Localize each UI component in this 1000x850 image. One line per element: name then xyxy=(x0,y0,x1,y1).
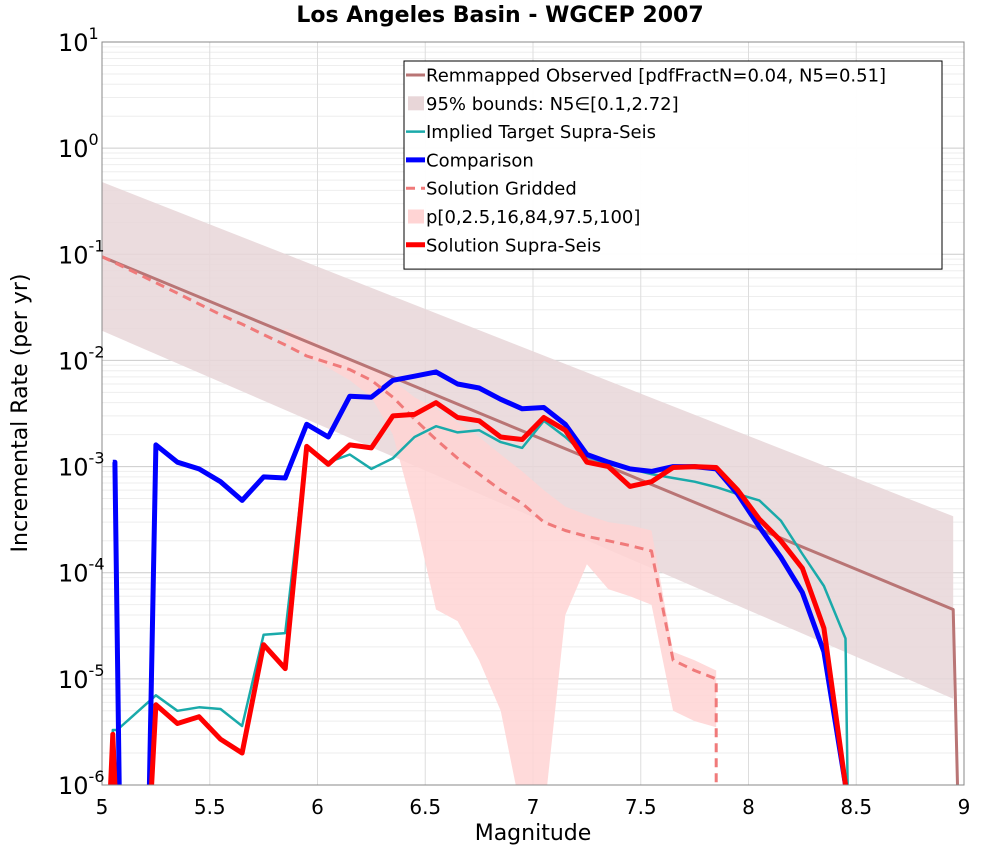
x-tick-label: 5.5 xyxy=(194,795,226,819)
legend-box xyxy=(403,60,943,270)
series-4-line-0 xyxy=(108,731,118,785)
y-tick-label: 100 xyxy=(58,130,99,163)
x-tick-label: 7 xyxy=(527,795,540,819)
legend-swatch xyxy=(408,209,424,224)
y-tick-exponent: -6 xyxy=(89,767,105,786)
band-1 xyxy=(285,328,717,785)
y-tick-exponent: -4 xyxy=(89,555,105,574)
x-tick-label: 7.5 xyxy=(625,795,657,819)
y-tick-label: 101 xyxy=(58,24,99,57)
y-tick-exponent: 1 xyxy=(89,24,99,43)
y-tick-label: 10-1 xyxy=(58,236,105,269)
plot-frame xyxy=(101,41,965,786)
x-tick-labels: 5 5.5 6 6.5 7 7.5 8 8.5 9 xyxy=(96,795,971,819)
x-tick-label: 6 xyxy=(311,795,324,819)
series-0-line-0 xyxy=(102,255,959,785)
legend-swatch xyxy=(408,96,424,111)
y-tick-exponent: -5 xyxy=(89,661,105,680)
legend-label: p[0,2.5,16,84,97.5,100] xyxy=(426,207,640,228)
x-tick-label: 8.5 xyxy=(840,795,872,819)
y-tick-exponent: -3 xyxy=(89,449,105,468)
x-tick-label: 8 xyxy=(742,795,755,819)
chart-title: Los Angeles Basin - WGCEP 2007 xyxy=(296,3,703,28)
y-axis-label: Incremental Rate (per yr) xyxy=(8,274,33,553)
series-3-line-0 xyxy=(102,255,718,785)
x-axis-label: Magnitude xyxy=(475,821,592,846)
y-tick-label: 10-4 xyxy=(58,555,105,588)
y-tick-exponent: -2 xyxy=(89,342,105,361)
legend-label: 95% bounds: N5∈[0.1,2.72] xyxy=(426,94,679,115)
y-tick-exponent: -1 xyxy=(89,236,105,255)
y-tick-label: 10-2 xyxy=(58,342,105,375)
band-layer xyxy=(102,182,954,785)
legend-label: Implied Target Supra-Seis xyxy=(426,122,656,143)
x-tick-label: 9 xyxy=(958,795,971,819)
legend-label: Solution Gridded xyxy=(426,179,577,200)
legend: Remmapped Observed [pdfFractN=0.04, N5=0… xyxy=(403,60,943,270)
y-tick-labels: 1 0 -6 10-5 10-4 10-3 10-2 10-1 100 101 xyxy=(58,24,105,800)
series-layer xyxy=(102,255,959,785)
legend-label: Remmapped Observed [pdfFractN=0.04, N5=0… xyxy=(426,66,886,87)
legend-label: Solution Supra-Seis xyxy=(426,235,601,256)
legend-label: Comparison xyxy=(426,150,534,171)
y-tick-label: 10-3 xyxy=(58,449,105,482)
series-2-line-0 xyxy=(112,459,122,785)
y-tick-exponent: 0 xyxy=(89,130,99,149)
series-4-line-1 xyxy=(149,400,848,785)
y-tick-label: 10-5 xyxy=(58,661,105,694)
x-tick-label: 6.5 xyxy=(409,795,441,819)
x-tick-label: 5 xyxy=(96,795,109,819)
